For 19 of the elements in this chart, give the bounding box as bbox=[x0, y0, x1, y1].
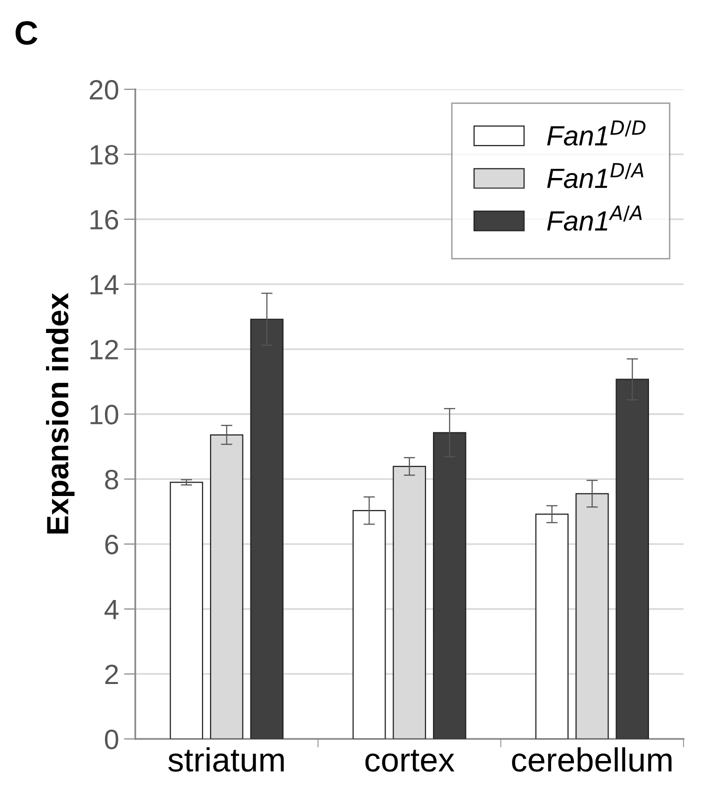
y-tick-label: 16 bbox=[90, 210, 118, 230]
chart-title: C bbox=[16, 21, 38, 45]
y-tick-label: 2 bbox=[105, 664, 118, 684]
x-tick-label: cerebellum bbox=[512, 747, 672, 772]
y-tick-label: 6 bbox=[105, 534, 118, 554]
y-tick-label: 0 bbox=[104, 730, 118, 750]
y-tick-label: 14 bbox=[90, 275, 118, 294]
legend-label: Fan1$^{D/A}$ bbox=[547, 163, 644, 188]
y-tick-label: 4 bbox=[104, 600, 118, 620]
y-tick-label: 12 bbox=[90, 340, 118, 360]
y-tick-label: 18 bbox=[90, 144, 118, 165]
y-tick-label: 8 bbox=[105, 470, 118, 490]
x-tick-label: cortex bbox=[365, 750, 454, 772]
y-axis-title: Expansion index bbox=[46, 292, 75, 534]
legend-label: Fan1$^{D/D}$ bbox=[547, 120, 646, 146]
y-tick-label: 20 bbox=[90, 80, 118, 100]
y-tick-label: 10 bbox=[90, 404, 118, 424]
legend-label: Fan1$^{A/A}$ bbox=[547, 206, 642, 231]
x-tick-label: striatum bbox=[168, 747, 284, 772]
